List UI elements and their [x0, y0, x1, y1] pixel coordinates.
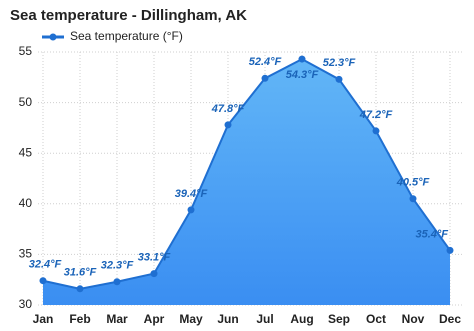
point [261, 74, 269, 82]
value-label: 52.4°F [249, 56, 282, 68]
point [224, 121, 232, 129]
value-label: 47.8°F [211, 103, 245, 115]
x-tick-label: Oct [366, 312, 386, 326]
point [39, 277, 47, 285]
y-tick-label: 50 [19, 95, 33, 109]
x-tick-label: Nov [402, 312, 425, 326]
value-label: 32.3°F [101, 260, 134, 272]
x-tick-label: Feb [69, 312, 90, 326]
x-tick-label: Sep [328, 312, 350, 326]
point [335, 75, 343, 83]
value-label: 47.2°F [359, 109, 393, 121]
point [298, 55, 306, 63]
value-label: 33.1°F [138, 252, 171, 264]
x-tick-label: Mar [106, 312, 128, 326]
value-label: 31.6°F [64, 267, 97, 279]
point [113, 278, 121, 286]
y-tick-label: 45 [19, 145, 33, 159]
point [446, 246, 454, 254]
point [409, 195, 417, 203]
chart-title: Sea temperature - Dillingham, AK [10, 7, 247, 24]
value-label: 54.3°F [286, 69, 319, 81]
x-tick-label: Dec [439, 312, 461, 326]
legend-label: Sea temperature (°F) [70, 29, 183, 43]
legend-marker [49, 33, 57, 41]
value-label: 39.4°F [175, 188, 208, 200]
legend: Sea temperature (°F) [42, 29, 183, 43]
y-tick-label: 40 [19, 196, 33, 210]
y-tick-label: 30 [19, 297, 33, 311]
x-tick-label: Jun [217, 312, 238, 326]
area [43, 59, 450, 305]
x-tick-label: Jan [33, 312, 54, 326]
point [150, 270, 158, 278]
value-label: 35.4°F [415, 228, 448, 240]
x-tick-label: Aug [290, 312, 313, 326]
value-label: 32.4°F [29, 259, 62, 271]
y-tick-label: 35 [19, 247, 33, 261]
x-tick-label: Apr [144, 312, 165, 326]
value-label: 52.3°F [323, 57, 356, 69]
y-tick-label: 55 [19, 44, 33, 58]
point [372, 127, 380, 135]
value-label: 40.5°F [396, 177, 430, 189]
point [187, 206, 195, 214]
line [42, 57, 451, 290]
x-tick-label: Jul [256, 312, 273, 326]
x-tick-label: May [179, 312, 203, 326]
point [76, 285, 84, 293]
